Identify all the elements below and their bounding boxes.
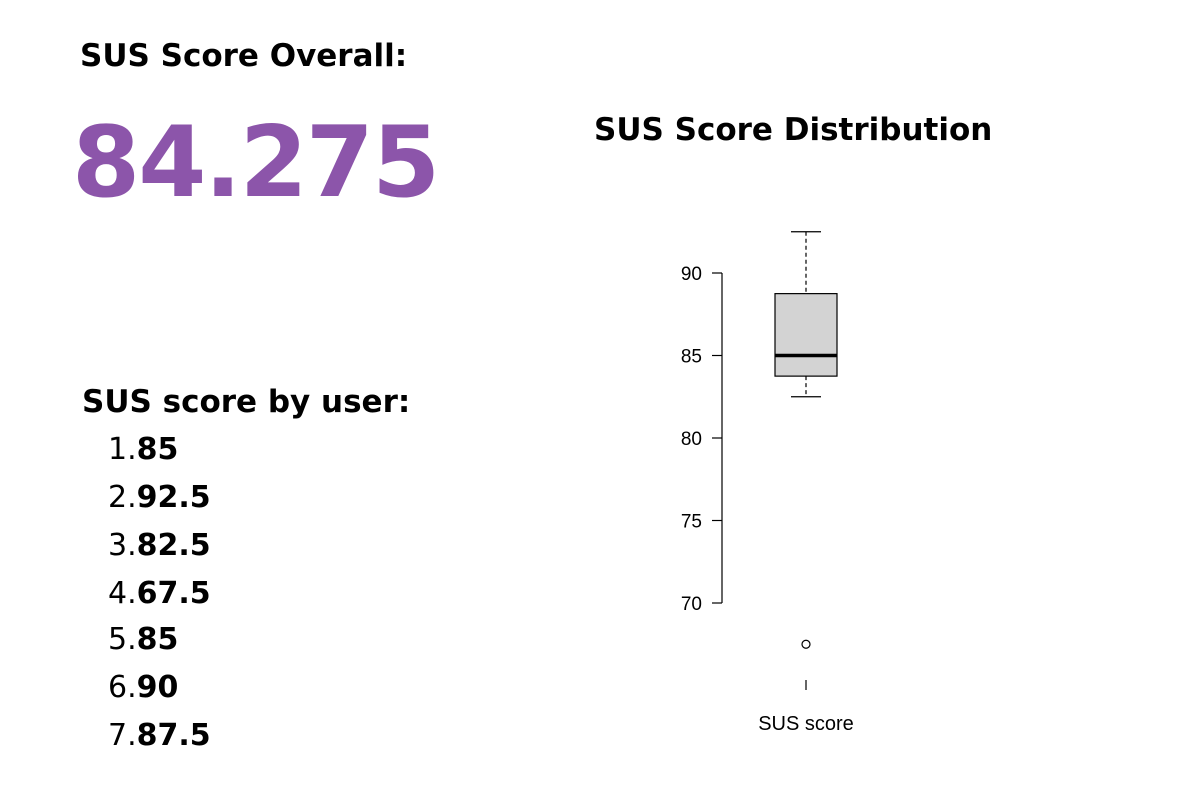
list-item-score: 82.5 — [136, 528, 211, 563]
list-item: 3.82.5 — [108, 528, 211, 564]
box-iqr — [774, 293, 838, 377]
y-tick-label-90: 90 — [681, 264, 702, 285]
x-category-label: SUS score — [758, 713, 854, 735]
list-item-score: 67.5 — [136, 576, 211, 611]
overall-score-value: 84.275 — [72, 106, 440, 220]
outlier-point-0 — [801, 639, 811, 649]
list-item: 4.67.5 — [108, 576, 211, 612]
list-item: 1.85 — [108, 432, 178, 468]
list-item-number: 1. — [108, 432, 137, 467]
y-tick-label-85: 85 — [681, 347, 702, 368]
list-item-score: 85 — [136, 622, 179, 657]
user-scores-heading: SUS score by user: — [82, 384, 411, 420]
list-item-score: 85 — [136, 432, 179, 467]
list-item: 2.92.5 — [108, 480, 211, 516]
list-item-score: 87.5 — [136, 718, 211, 753]
list-item-number: 6. — [108, 670, 137, 705]
list-item: 5.85 — [108, 622, 178, 658]
list-item-number: 4. — [108, 576, 137, 611]
y-tick-label-75: 75 — [681, 512, 702, 533]
list-item-number: 3. — [108, 528, 137, 563]
list-item-number: 7. — [108, 718, 137, 753]
list-item-score: 90 — [136, 670, 179, 705]
list-item-number: 2. — [108, 480, 137, 515]
chart-title: SUS Score Distribution — [594, 112, 993, 148]
list-item-score: 92.5 — [136, 480, 211, 515]
list-item: 7.87.5 — [108, 718, 211, 754]
list-item-number: 5. — [108, 622, 137, 657]
overall-heading: SUS Score Overall: — [80, 38, 408, 74]
y-tick-label-80: 80 — [681, 429, 702, 450]
list-item: 6.90 — [108, 670, 178, 706]
y-tick-label-70: 70 — [681, 594, 702, 615]
